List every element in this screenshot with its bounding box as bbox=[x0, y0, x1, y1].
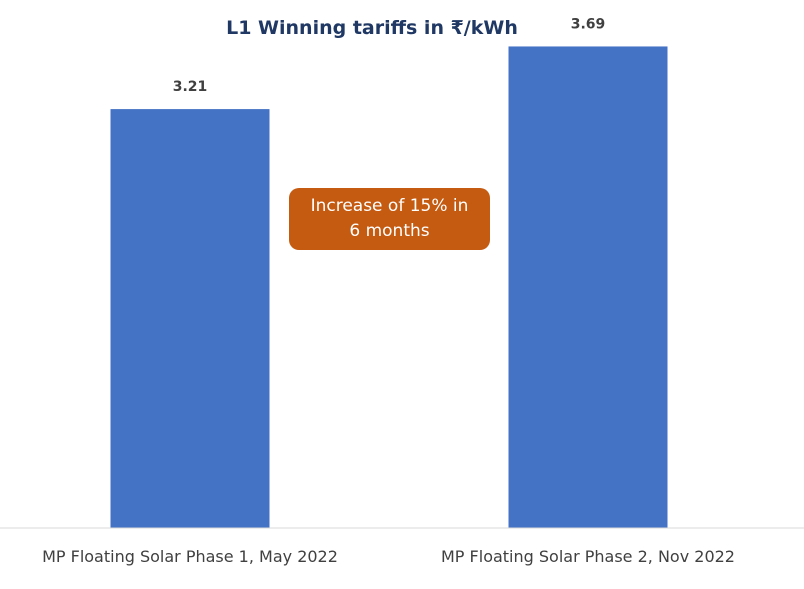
callout-line-2: 6 months bbox=[289, 219, 490, 244]
bar-1 bbox=[111, 109, 270, 528]
x-tick-label-1: MP Floating Solar Phase 1, May 2022 bbox=[42, 547, 338, 566]
chart-title: L1 Winning tariffs in ₹/kWh bbox=[226, 17, 518, 39]
x-tick-labels-group: MP Floating Solar Phase 1, May 2022 MP Fl… bbox=[42, 547, 735, 566]
data-label-2: 3.69 bbox=[571, 16, 606, 32]
callout-line-1: Increase of 15% in bbox=[289, 194, 490, 219]
bars-group bbox=[111, 46, 668, 528]
data-label-1: 3.21 bbox=[173, 79, 208, 95]
bar-chart: L1 Winning tariffs in ₹/kWh 3.21 3.69 MP … bbox=[0, 0, 804, 589]
increase-callout: Increase of 15% in 6 months bbox=[289, 188, 490, 250]
bar-2 bbox=[509, 46, 668, 528]
x-tick-label-2: MP Floating Solar Phase 2, Nov 2022 bbox=[441, 547, 735, 566]
